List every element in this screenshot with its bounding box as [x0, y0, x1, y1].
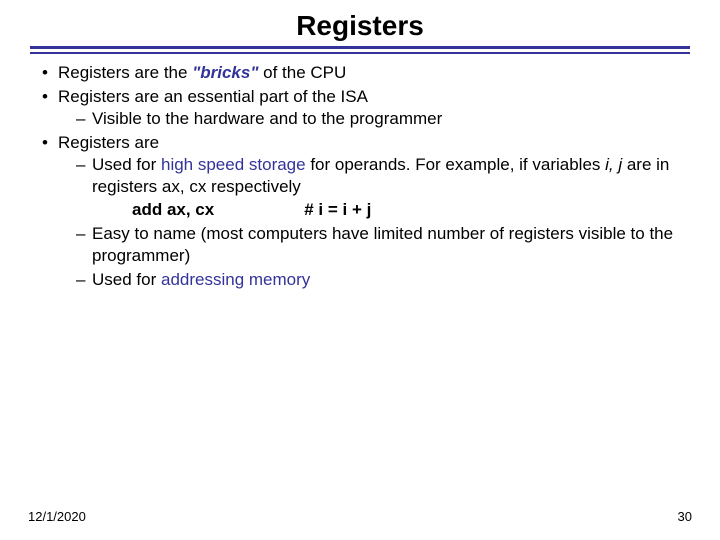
bullet-3: Registers are Used for high speed storag…: [42, 132, 692, 291]
title-underline: [30, 46, 690, 52]
code-comment: # i = i + j: [304, 200, 371, 219]
regs-axcx: ax, cx: [162, 177, 206, 196]
bullet-3-sub-3: Used for addressing memory: [76, 269, 692, 291]
text: of the CPU: [258, 63, 346, 82]
text: Registers are an essential part of the I…: [58, 87, 368, 106]
text: respectively: [206, 177, 300, 196]
text: Registers are the: [58, 63, 192, 82]
bullet-2: Registers are an essential part of the I…: [42, 86, 692, 130]
vars-ij: i, j: [605, 155, 622, 174]
slide-footer: 12/1/2020 30: [28, 509, 692, 524]
bullet-2-sub-1: Visible to the hardware and to the progr…: [76, 108, 692, 130]
slide-content: Registers are the "bricks" of the CPU Re…: [28, 62, 692, 291]
code-line: add ax, cx # i = i + j: [92, 199, 692, 221]
bullet-1: Registers are the "bricks" of the CPU: [42, 62, 692, 84]
bullet-3-sub-1: Used for high speed storage for operands…: [76, 154, 692, 220]
bullet-3-sub-2: Easy to name (most computers have limite…: [76, 223, 692, 267]
slide-container: Registers Registers are the "bricks" of …: [0, 0, 720, 540]
slide-title: Registers: [28, 10, 692, 46]
text: Registers are: [58, 133, 159, 152]
highlight-storage: high speed storage: [161, 155, 306, 174]
text: for operands. For example, if variables: [306, 155, 606, 174]
text: Easy to name (most computers have limite…: [92, 224, 673, 265]
footer-page: 30: [678, 509, 692, 524]
text: Used for: [92, 270, 161, 289]
highlight-addressing: addressing memory: [161, 270, 310, 289]
emph-bricks: "bricks": [192, 63, 258, 82]
text: Visible to the hardware and to the progr…: [92, 109, 442, 128]
footer-date: 12/1/2020: [28, 509, 86, 524]
text: Used for: [92, 155, 161, 174]
code-instruction: add ax, cx: [132, 200, 214, 219]
